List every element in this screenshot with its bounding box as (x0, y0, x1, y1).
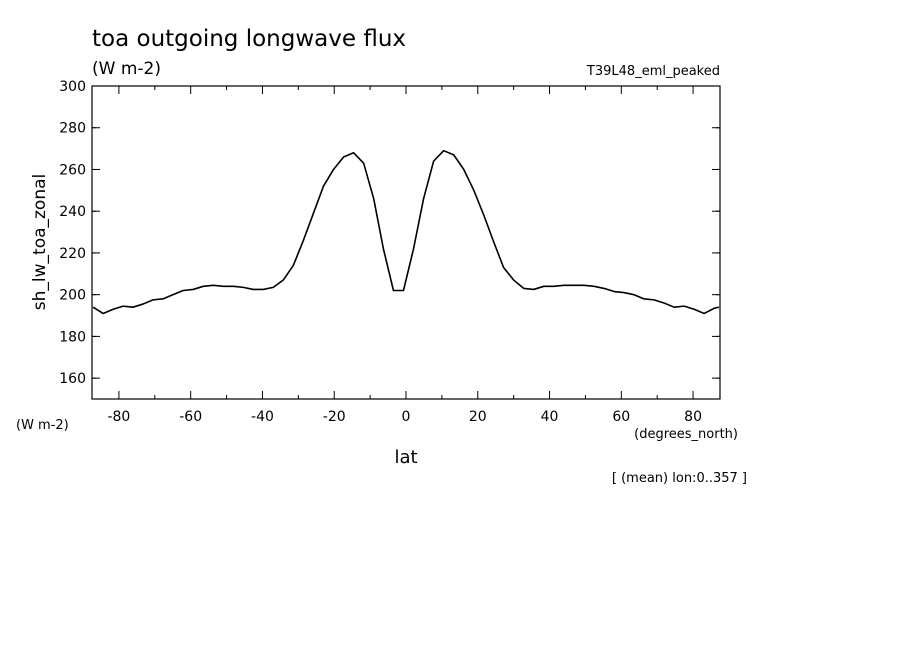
x-tick-label: -80 (107, 409, 130, 425)
data-point (453, 154, 455, 156)
data-point (132, 306, 134, 308)
dataset-label: T39L48_eml_peaked (586, 64, 720, 79)
x-tick-label: 60 (612, 409, 630, 425)
y-tick-label: 220 (59, 246, 86, 262)
data-point (122, 305, 124, 307)
data-point (112, 308, 114, 310)
data-point (343, 156, 345, 158)
data-point (653, 299, 655, 301)
y-tick-label: 200 (59, 288, 86, 304)
x-tick-label: -20 (323, 409, 346, 425)
data-point (252, 289, 254, 291)
data-point (593, 286, 595, 288)
data-point (603, 288, 605, 290)
data-point (683, 305, 685, 307)
y-tick-label: 240 (59, 204, 86, 220)
data-point (553, 286, 555, 288)
data-point (142, 303, 144, 305)
data-point (643, 298, 645, 300)
x-axis-units: (degrees_north) (634, 427, 738, 442)
x-tick-label: 20 (469, 409, 487, 425)
data-point (523, 288, 525, 290)
footnote: [ (mean) lon:0..357 ] (612, 471, 747, 486)
data-point (303, 240, 305, 242)
data-point (543, 286, 545, 288)
data-point (243, 287, 245, 289)
data-point (703, 313, 705, 315)
data-point (443, 150, 445, 152)
data-point (282, 279, 284, 281)
y-tick-label: 260 (59, 162, 86, 178)
chart-units: (W m-2) (92, 59, 161, 79)
data-point (513, 279, 515, 281)
data-point (333, 169, 335, 171)
x-tick-label: -40 (251, 409, 274, 425)
data-point (92, 306, 94, 308)
axis-ticks (92, 85, 720, 399)
data-point (693, 308, 695, 310)
data-point (202, 286, 204, 288)
y-tick-label: 280 (59, 121, 86, 137)
y-tick-label: 160 (59, 371, 86, 387)
data-point (192, 289, 194, 291)
data-point (718, 306, 720, 308)
data-point (212, 284, 214, 286)
data-point (403, 290, 405, 292)
data-point (533, 289, 535, 291)
y-axis-label: sh_lw_toa_zonal (30, 174, 50, 310)
data-point (373, 198, 375, 200)
data-point (162, 298, 164, 300)
x-tick-labels: -80 -60 -40 -20 0 20 40 60 80 (107, 409, 702, 425)
plot-frame (91, 85, 721, 400)
data-point (673, 306, 675, 308)
y-tick-labels: 160 180 200 220 240 260 280 300 (59, 79, 86, 387)
data-point (663, 302, 665, 304)
data-point (182, 290, 184, 292)
data-point (503, 267, 505, 269)
data-point (353, 152, 355, 154)
data-point (423, 198, 425, 200)
data-point (223, 286, 225, 288)
data-point (623, 292, 625, 294)
data-point (613, 291, 615, 293)
data-point (493, 242, 495, 244)
data-point (363, 162, 365, 164)
data-point (313, 212, 315, 214)
data-point (233, 286, 235, 288)
series-line (92, 149, 720, 315)
data-point (383, 248, 385, 250)
chart-title: toa outgoing longwave flux (92, 26, 406, 52)
data-point (172, 294, 174, 296)
data-point (433, 160, 435, 162)
x-tick-label: -60 (179, 409, 202, 425)
y-axis-units: (W m-2) (16, 418, 69, 433)
data-point (633, 294, 635, 296)
data-point (393, 290, 395, 292)
data-point (573, 284, 575, 286)
data-point (102, 313, 104, 315)
data-point (483, 215, 485, 217)
data-point (293, 265, 295, 267)
data-point (563, 284, 565, 286)
data-point (473, 190, 475, 192)
x-tick-label: 0 (402, 409, 411, 425)
y-tick-label: 300 (59, 79, 86, 95)
x-tick-label: 80 (684, 409, 702, 425)
data-point (413, 248, 415, 250)
x-tick-label: 40 (541, 409, 559, 425)
x-axis-label: lat (394, 447, 417, 468)
y-tick-label: 180 (59, 329, 86, 345)
data-point (152, 299, 154, 301)
data-point (323, 185, 325, 187)
data-point (713, 307, 715, 309)
data-point (262, 289, 264, 291)
data-point (272, 287, 274, 289)
data-point (463, 169, 465, 171)
data-point (583, 284, 585, 286)
